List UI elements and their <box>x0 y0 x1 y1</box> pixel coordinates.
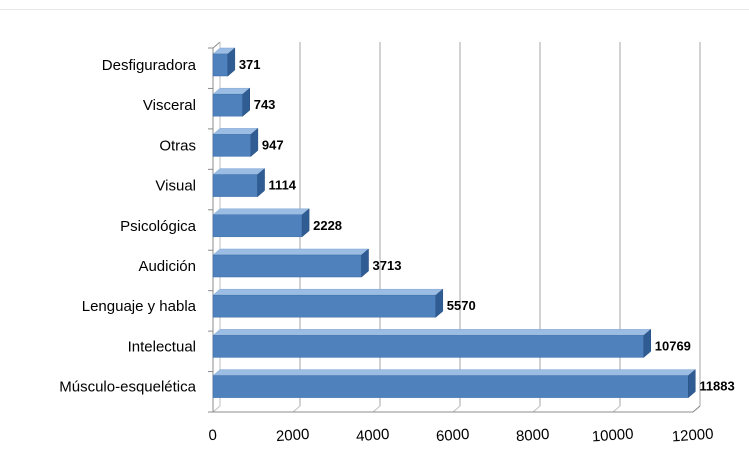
floor-gridline <box>292 405 301 413</box>
floor-gridline <box>212 405 221 413</box>
top-divider <box>0 9 749 10</box>
x-tick-label: 6000 <box>435 426 469 445</box>
x-tick-label: 2000 <box>275 426 309 445</box>
bar <box>212 375 689 398</box>
bar-top-face <box>212 208 310 216</box>
bar-top-face <box>212 128 259 135</box>
bar <box>212 254 362 278</box>
data-label: 11883 <box>699 379 734 394</box>
bar <box>212 134 252 157</box>
bar-side-face <box>435 288 444 318</box>
data-label: 947 <box>262 137 284 152</box>
x-axis-depth-end <box>692 405 701 413</box>
category-label: Otras <box>159 137 196 154</box>
bar-side-face <box>301 208 310 238</box>
bar-side-face <box>257 168 265 198</box>
bar <box>212 53 229 77</box>
bar <box>212 93 243 117</box>
bar <box>212 294 437 318</box>
bar-top-face <box>212 168 266 175</box>
category-label: Audición <box>138 258 196 275</box>
category-label: Lenguaje y habla <box>82 298 197 315</box>
category-label: Intelectual <box>128 338 196 355</box>
x-tick-label: 8000 <box>515 426 549 445</box>
bar-side-face <box>250 127 259 157</box>
bar-side-face <box>242 87 250 117</box>
bar <box>212 335 645 358</box>
bar <box>212 214 303 238</box>
category-label: Psicológica <box>120 218 197 235</box>
bars <box>212 47 696 399</box>
data-label: 743 <box>254 97 276 112</box>
data-label: 3713 <box>373 258 402 273</box>
data-label: 10769 <box>655 338 691 353</box>
bar-top-face <box>212 288 444 296</box>
data-label: 2228 <box>313 218 342 233</box>
x-tick-label: 12000 <box>671 426 714 446</box>
category-label: Músculo-esquelética <box>59 379 196 396</box>
labels: 0 2000 4000 6000 8000 10000 12000 Desfiguradora… <box>59 57 735 445</box>
data-label: 371 <box>239 57 261 72</box>
y-axis-depth-top <box>212 41 221 49</box>
bar-side-face <box>227 47 236 77</box>
bar-side-face <box>688 369 696 399</box>
bar-side-face <box>643 328 652 358</box>
bar-side-face <box>361 248 369 278</box>
category-label: Visceral <box>143 97 196 114</box>
data-label: 5570 <box>447 298 476 313</box>
floor-gridline <box>532 405 541 413</box>
bar-top-face <box>212 329 652 336</box>
bar-top-face <box>212 248 370 256</box>
data-label: 1114 <box>269 178 297 193</box>
x-tick-label: 0 <box>208 427 218 445</box>
x-tick-label: 10000 <box>591 426 634 446</box>
floor-gridline <box>452 405 461 413</box>
bar-top-face <box>212 369 696 376</box>
category-label: Desfiguradora <box>102 57 197 74</box>
floor-gridline <box>612 405 621 413</box>
floor-gridline <box>372 405 381 413</box>
x-tick-label: 4000 <box>355 426 389 445</box>
category-label: Visual <box>155 178 196 195</box>
bar <box>212 174 258 197</box>
